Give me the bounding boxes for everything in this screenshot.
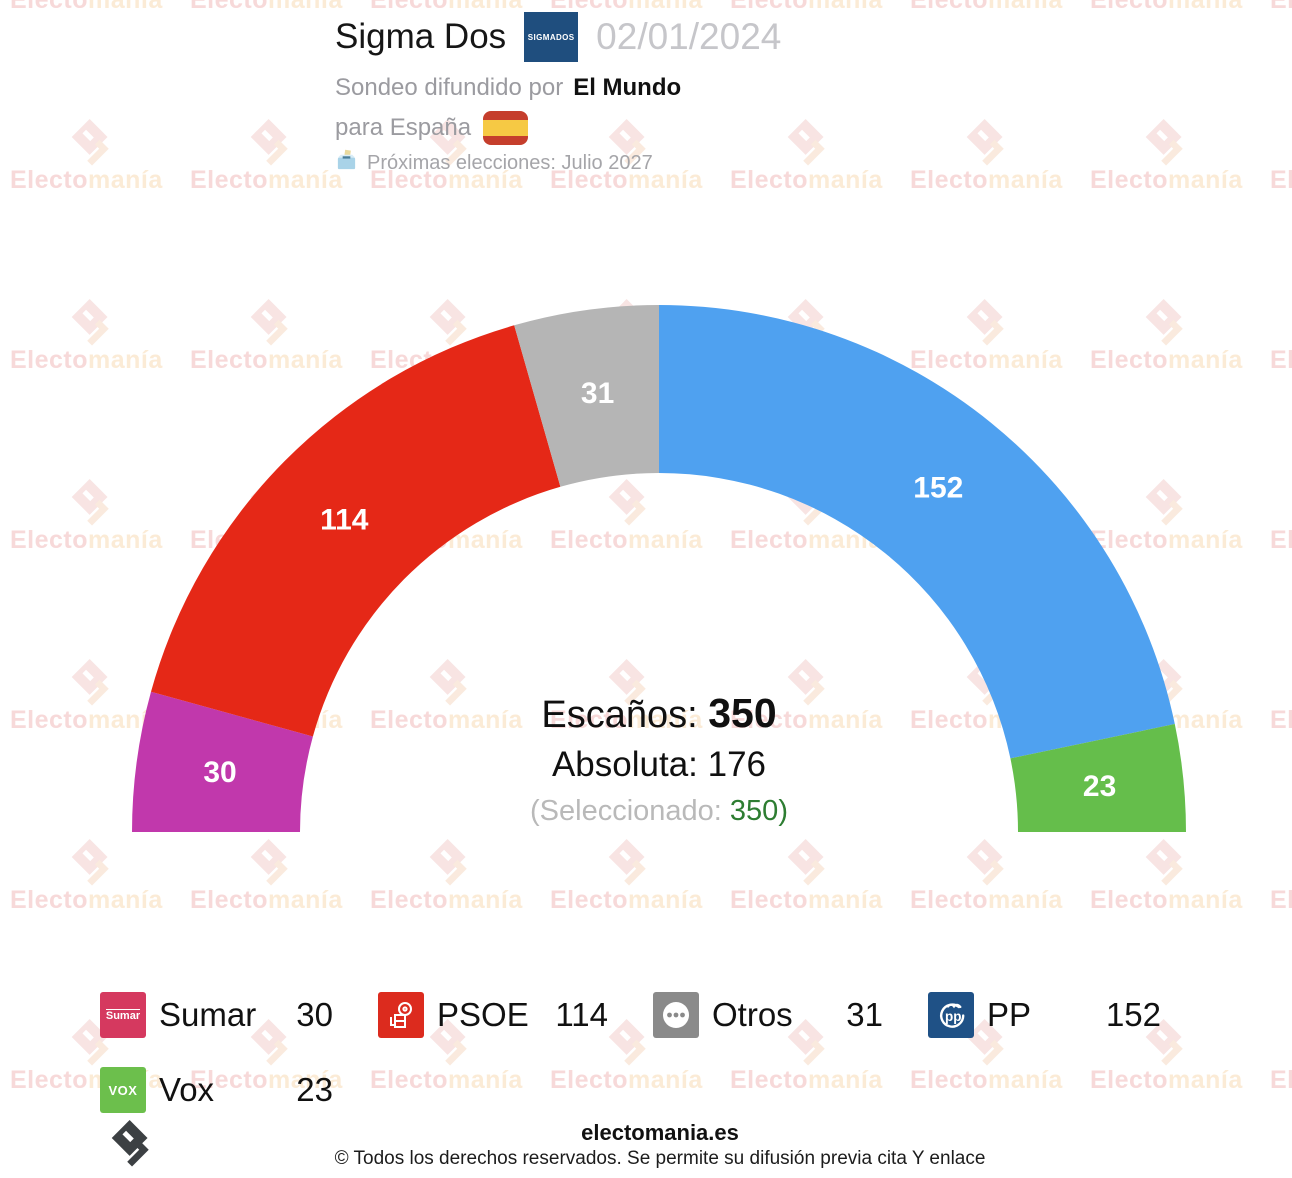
- watermark-text: Electomanía: [1270, 0, 1292, 14]
- watermark-text: Electomanía: [910, 0, 1063, 14]
- segment-seats-label-sumar: 30: [203, 756, 236, 789]
- seat-arc-chart: 30 114 31 152 23: [132, 305, 1186, 832]
- watermark-text: Electomanía: [1090, 166, 1243, 194]
- selected-line: (Seleccionado: 350): [309, 795, 1009, 828]
- chart-center-info: Escaños: 350 Absoluta: 176 (Seleccionado…: [309, 690, 1009, 828]
- legend-seat-value: 31: [846, 996, 883, 1033]
- legend-item-vox[interactable]: VOX Vox 23: [100, 1067, 378, 1113]
- otros-ellipsis-icon: [653, 992, 699, 1038]
- selected-value: 350: [729, 795, 779, 827]
- watermark-text: Electomanía: [190, 886, 343, 914]
- legend-party-name: Sumar: [159, 996, 257, 1033]
- watermark-text: Electomanía: [190, 0, 343, 14]
- seats-total-value: 350: [708, 690, 777, 736]
- segment-seats-label-pp: 152: [913, 472, 963, 505]
- watermark-text: Electomanía: [1270, 166, 1292, 194]
- header-title-row: Sigma Dos SIGMADOS 02/01/2024: [335, 12, 781, 62]
- sigmados-logo: SIGMADOS: [524, 12, 579, 62]
- diffused-by-label: Sondeo difundido por: [335, 74, 564, 101]
- watermark-text: Electomanía: [10, 0, 163, 14]
- segment-seats-label-vox: 23: [1083, 770, 1116, 803]
- seat-segment-sumar[interactable]: [132, 691, 313, 832]
- diffused-by-row: Sondeo difundido por El Mundo: [335, 74, 781, 102]
- selected-suffix: ): [778, 795, 788, 827]
- watermark-text: Electomanía: [190, 166, 343, 194]
- scope-label: para España: [335, 114, 472, 141]
- seat-segment-otros[interactable]: [514, 305, 659, 487]
- watermark-text: Electomanía: [550, 886, 703, 914]
- watermark-diamond-logo: [1140, 113, 1194, 171]
- poll-header: Sigma Dos SIGMADOS 02/01/2024 Sondeo dif…: [335, 12, 781, 178]
- majority-value: 176: [707, 745, 767, 784]
- legend-party-name: Vox: [159, 1071, 215, 1108]
- pollster-name: Sigma Dos: [335, 17, 507, 56]
- watermark-text: Electomanía: [1090, 886, 1243, 914]
- watermark-text: Electomanía: [1270, 1066, 1292, 1094]
- watermark-diamond-logo: [961, 113, 1015, 171]
- pp-gaviota-icon: pp: [928, 992, 974, 1038]
- legend-seat-value: 30: [296, 996, 333, 1033]
- majority-line: Absoluta: 176: [309, 745, 1009, 785]
- vox-logo-icon: VOX: [100, 1067, 146, 1113]
- sigmados-logo-text: SIGMADOS: [527, 32, 575, 42]
- psoe-logo-icon: [378, 992, 424, 1038]
- site-name: electomania.es: [581, 1120, 739, 1145]
- next-election-label: Próximas elecciones: Julio 2027: [367, 152, 653, 174]
- legend-item-sumar[interactable]: Sumar Sumar 30: [100, 992, 378, 1038]
- legend: Sumar Sumar 30 PSOE 114: [100, 992, 1210, 1113]
- watermark-diamond-logo: [782, 113, 836, 171]
- spain-flag-icon: [483, 111, 529, 145]
- svg-text:pp: pp: [945, 1009, 962, 1024]
- legend-party-name: PSOE: [437, 996, 529, 1033]
- scope-row: para España: [335, 111, 781, 145]
- watermark-diamond-logo: [424, 833, 478, 891]
- segment-seats-label-otros: 31: [581, 377, 614, 410]
- watermark-text: Electomanía: [1270, 886, 1292, 914]
- watermark-text: Electomanía: [1090, 0, 1243, 14]
- legend-item-psoe[interactable]: PSOE 114: [378, 992, 653, 1038]
- legend-item-otros[interactable]: Otros 31: [653, 992, 928, 1038]
- watermark-diamond-logo: [66, 833, 120, 891]
- legend-party-name: Otros: [712, 996, 793, 1033]
- sumar-logo-icon: Sumar: [100, 992, 146, 1038]
- seats-label: Escaños:: [541, 694, 698, 736]
- majority-label: Absoluta:: [551, 745, 698, 784]
- watermark-text: Electomanía: [370, 886, 523, 914]
- legend-seat-value: 152: [1105, 996, 1161, 1033]
- legend-item-pp[interactable]: pp PP 152: [928, 992, 1206, 1038]
- legend-seat-value: 114: [555, 996, 608, 1033]
- watermark-diamond-logo: [782, 833, 836, 891]
- copyright: © Todos los derechos reservados. Se perm…: [334, 1148, 986, 1169]
- next-election-row: Próximas elecciones: Julio 2027: [335, 149, 781, 178]
- seat-segment-vox[interactable]: [1010, 724, 1186, 832]
- ballot-box-icon: [335, 149, 358, 178]
- watermark-diamond-logo: [245, 833, 299, 891]
- seat-segment-psoe[interactable]: [151, 325, 561, 737]
- watermark-diamond-logo: [1140, 833, 1194, 891]
- watermark-diamond-logo: [66, 113, 120, 171]
- seat-segment-pp[interactable]: [659, 305, 1175, 759]
- watermark-text: Electomanía: [910, 166, 1063, 194]
- watermark-text: Electomanía: [730, 886, 883, 914]
- watermark-text: Electomanía: [10, 886, 163, 914]
- watermark-text: Electomanía: [910, 886, 1063, 914]
- selected-label: (Seleccionado:: [530, 795, 722, 827]
- poll-date: 02/01/2024: [596, 16, 782, 57]
- segment-seats-label-psoe: 114: [320, 504, 369, 537]
- legend-seat-value: 23: [296, 1071, 333, 1108]
- seats-total-line: Escaños: 350: [309, 690, 1009, 737]
- watermark-diamond-logo: [603, 833, 657, 891]
- media-name: El Mundo: [573, 74, 682, 101]
- watermark-diamond-logo: [245, 113, 299, 171]
- watermark-text: Electomanía: [10, 166, 163, 194]
- watermark-diamond-logo: [961, 833, 1015, 891]
- electomania-logo: [106, 1114, 160, 1177]
- legend-party-name: PP: [987, 996, 1032, 1033]
